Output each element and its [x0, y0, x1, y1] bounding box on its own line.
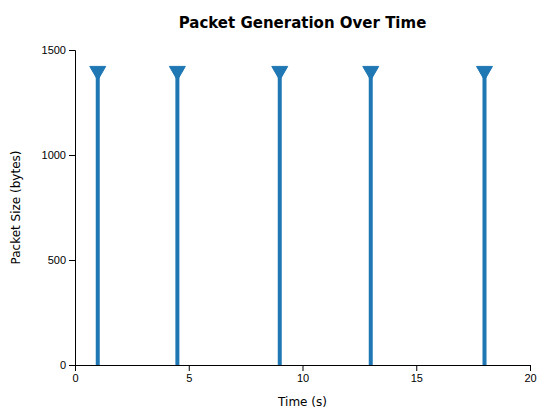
y-axis-title: Packet Size (bytes): [9, 151, 23, 265]
x-axis-tick-label: 15: [411, 372, 423, 384]
x-axis-tick-label: 10: [297, 372, 309, 384]
y-axis-tick-label: 1000: [42, 149, 66, 161]
stem-line: [278, 71, 282, 365]
plot-area: 0 5 10 15 20 0 500 1000 1500: [42, 44, 537, 384]
y-axis: 0 500 1000 1500: [42, 44, 76, 371]
y-axis-tick-mark: [69, 365, 75, 366]
stem-line: [96, 71, 100, 365]
x-axis-tick-label: 5: [186, 372, 192, 384]
stem-marker: [477, 66, 493, 80]
x-axis-tick: 10: [297, 365, 309, 384]
stem-line: [175, 71, 179, 365]
stem-marker: [363, 66, 379, 80]
stem-marker: [169, 66, 185, 80]
x-axis-tick-mark: [416, 365, 417, 371]
x-axis-tick: 5: [186, 365, 192, 384]
x-axis-tick-mark: [530, 365, 531, 371]
stem-marker: [90, 66, 106, 80]
y-axis-tick-label: 1500: [42, 44, 66, 56]
chart-svg: 0 5 10 15 20 0 500 1000 1500 Packet Generation Ov…: [0, 0, 560, 420]
x-axis-tick: 20: [524, 365, 536, 384]
stems: [90, 66, 493, 365]
stem-line: [369, 71, 373, 365]
y-axis-tick-mark: [69, 260, 75, 261]
x-axis: 0 5 10 15 20: [72, 365, 536, 384]
y-axis-tick: 1000: [42, 149, 75, 161]
y-axis-line: [69, 51, 76, 366]
x-axis-tick-mark: [303, 365, 304, 371]
x-axis-tick: 0: [72, 365, 78, 384]
x-axis-tick-label: 20: [524, 372, 536, 384]
y-axis-tick: 0: [60, 359, 75, 371]
x-axis-title: Time (s): [277, 395, 327, 409]
x-axis-line: [76, 366, 531, 372]
y-axis-tick-mark: [69, 155, 75, 156]
chart-title: Packet Generation Over Time: [179, 14, 427, 32]
y-axis-tick: 1500: [42, 44, 75, 56]
chart-container: 0 5 10 15 20 0 500 1000 1500 Packet Generation Ov…: [0, 0, 560, 420]
x-axis-tick-mark: [189, 365, 190, 371]
y-axis-tick-label: 500: [48, 254, 66, 266]
y-axis-tick-mark: [69, 50, 75, 51]
x-axis-tick: 15: [411, 365, 423, 384]
y-axis-tick-label: 0: [60, 359, 66, 371]
stem-marker: [272, 66, 288, 80]
y-axis-tick: 500: [48, 254, 75, 266]
stem-line: [483, 71, 487, 365]
x-axis-tick-label: 0: [72, 372, 78, 384]
